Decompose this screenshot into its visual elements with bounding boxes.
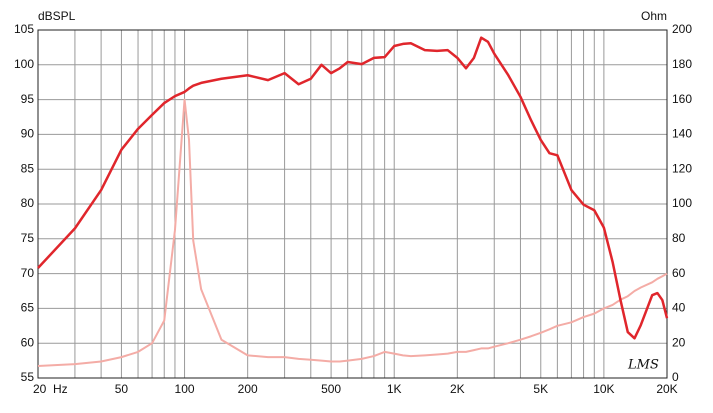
y2-tick-label: 100 — [672, 196, 692, 210]
x-tick-label: 200 — [238, 382, 258, 396]
y2-tick-label: 140 — [672, 127, 692, 141]
plot-frame — [37, 29, 668, 379]
x-tick-label: 100 — [175, 382, 195, 396]
y-tick-label: 95 — [21, 92, 35, 106]
y-axis-label: dBSPL — [38, 9, 76, 23]
x-tick-label: 5K — [533, 382, 548, 396]
y2-tick-label: 200 — [672, 22, 692, 36]
y-tick-label: 65 — [21, 301, 35, 315]
y-tick-label: 70 — [21, 266, 35, 280]
y-tick-label: 80 — [21, 196, 35, 210]
series-line — [37, 36, 669, 340]
x-tick-label: 50 — [115, 382, 129, 396]
x-tick-label: 500 — [321, 382, 341, 396]
y-tick-label: 85 — [21, 161, 35, 175]
x-tick-label: 1K — [387, 382, 402, 396]
y2-tick-label: 0 — [672, 370, 679, 384]
y2-axis-label: Ohm — [641, 9, 667, 23]
x-tick-label: 20K — [656, 382, 677, 396]
y-tick-label: 75 — [21, 231, 35, 245]
y-tick-label: 105 — [14, 22, 34, 36]
y2-tick-label: 120 — [672, 161, 692, 175]
y2-tick-label: 80 — [672, 231, 686, 245]
y-tick-label: 100 — [14, 57, 34, 71]
y2-tick-label: 180 — [672, 57, 692, 71]
y-tick-label: 60 — [21, 335, 35, 349]
series-line — [37, 98, 668, 367]
x-tick-label: 2K — [450, 382, 465, 396]
y2-tick-label: 20 — [672, 335, 686, 349]
y-tick-label: 90 — [21, 127, 35, 141]
x-tick-label: 20 Hz — [33, 382, 68, 396]
y-tick-label: 55 — [21, 370, 35, 384]
y2-tick-label: 40 — [672, 301, 686, 315]
y2-tick-label: 60 — [672, 266, 686, 280]
y2-tick-label: 160 — [672, 92, 692, 106]
x-tick-label: 10K — [593, 382, 614, 396]
watermark: LMS — [627, 358, 659, 373]
